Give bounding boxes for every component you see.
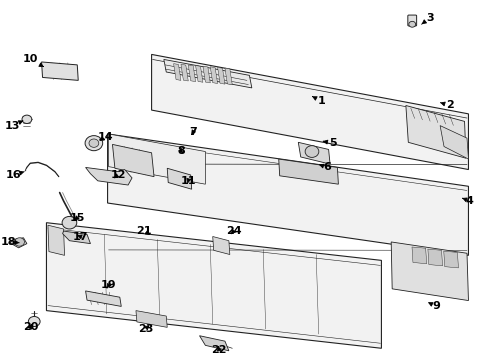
Circle shape (408, 21, 415, 27)
Text: 22: 22 (211, 345, 226, 355)
Text: 21: 21 (136, 226, 152, 236)
Polygon shape (199, 336, 228, 351)
Polygon shape (62, 231, 90, 244)
Text: 11: 11 (180, 176, 196, 186)
Text: 1: 1 (312, 96, 325, 106)
Circle shape (28, 316, 40, 327)
Polygon shape (195, 66, 203, 82)
Polygon shape (212, 237, 229, 255)
Polygon shape (224, 68, 232, 85)
Polygon shape (427, 249, 442, 266)
Circle shape (22, 115, 32, 123)
Text: 5: 5 (323, 138, 336, 148)
Circle shape (305, 146, 318, 157)
Polygon shape (217, 67, 224, 84)
Text: 14: 14 (97, 132, 113, 142)
Polygon shape (188, 65, 195, 82)
Circle shape (15, 238, 24, 246)
Text: 17: 17 (73, 231, 88, 242)
Text: 4: 4 (462, 196, 472, 206)
Polygon shape (210, 67, 217, 84)
Text: 7: 7 (189, 127, 197, 137)
Text: 19: 19 (101, 280, 116, 291)
Text: 23: 23 (138, 324, 153, 334)
Polygon shape (112, 144, 154, 177)
Circle shape (85, 136, 102, 151)
Polygon shape (411, 247, 426, 264)
Polygon shape (107, 134, 468, 255)
Circle shape (89, 139, 99, 147)
Polygon shape (278, 159, 338, 184)
Text: 10: 10 (22, 54, 43, 67)
Polygon shape (46, 223, 381, 348)
Text: 3: 3 (421, 13, 433, 24)
Text: 24: 24 (225, 226, 241, 236)
Text: 13: 13 (4, 121, 23, 131)
Polygon shape (443, 251, 458, 268)
Polygon shape (203, 66, 210, 83)
Text: 6: 6 (319, 162, 331, 172)
Text: 2: 2 (440, 100, 453, 111)
Polygon shape (173, 64, 181, 80)
Polygon shape (298, 142, 329, 164)
Polygon shape (85, 291, 121, 306)
Text: 12: 12 (110, 170, 126, 180)
Text: 15: 15 (69, 213, 85, 223)
Text: 18: 18 (1, 237, 20, 247)
Circle shape (62, 216, 77, 229)
Polygon shape (48, 225, 64, 255)
Polygon shape (163, 59, 251, 88)
Polygon shape (167, 168, 191, 189)
Text: 8: 8 (177, 146, 184, 156)
Text: 20: 20 (22, 322, 38, 332)
Text: 9: 9 (428, 301, 439, 311)
Polygon shape (405, 105, 465, 158)
Polygon shape (181, 64, 188, 81)
Polygon shape (151, 54, 468, 170)
Text: 16: 16 (6, 170, 24, 180)
Polygon shape (439, 126, 468, 159)
Polygon shape (136, 311, 167, 327)
Polygon shape (85, 167, 132, 185)
Polygon shape (108, 134, 205, 184)
Polygon shape (41, 62, 78, 80)
Polygon shape (10, 238, 27, 248)
Polygon shape (390, 242, 468, 301)
FancyBboxPatch shape (407, 15, 416, 26)
